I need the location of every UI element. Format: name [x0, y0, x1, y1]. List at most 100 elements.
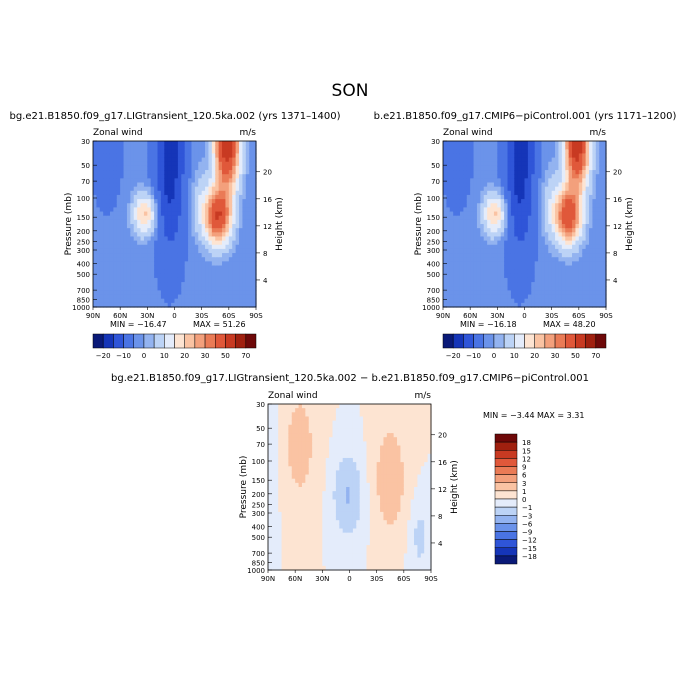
contour-cell — [278, 553, 283, 559]
contour-cell — [167, 261, 172, 267]
contour-cell — [278, 470, 283, 476]
contour-cell — [544, 294, 549, 300]
contour-cell — [252, 165, 257, 171]
contour-cell — [174, 277, 179, 283]
contour-cell — [544, 153, 549, 159]
contour-cell — [235, 265, 240, 271]
contour-cell — [521, 253, 526, 258]
contour-cell — [342, 474, 347, 480]
contour-cell — [551, 273, 556, 279]
contour-cell — [318, 536, 323, 542]
contour-cell — [222, 224, 227, 229]
contour-cell — [517, 298, 522, 304]
contour-cell — [453, 211, 458, 217]
contour-cell — [109, 194, 114, 200]
contour-cell — [191, 215, 196, 221]
contour-cell — [103, 224, 108, 229]
contour-cell — [443, 141, 447, 146]
contour-cell — [534, 182, 539, 188]
contour-cell — [548, 178, 553, 184]
contour-cell — [595, 157, 600, 163]
contour-cell — [349, 404, 354, 409]
contour-cell — [346, 507, 351, 513]
contour-cell — [201, 257, 206, 262]
contour-cell — [116, 282, 121, 287]
contour-cell — [476, 170, 481, 175]
contour-cell — [133, 253, 138, 258]
contour-cell — [517, 261, 522, 267]
contour-cell — [157, 261, 162, 267]
contour-cell — [466, 253, 471, 258]
contour-cell — [123, 190, 128, 196]
contour-cell — [242, 165, 247, 171]
contour-cell — [130, 228, 135, 233]
contour-cell — [228, 165, 233, 171]
contour-cell — [463, 273, 468, 279]
contour-cell — [167, 153, 172, 159]
contour-cell — [291, 545, 296, 550]
contour-cell — [456, 228, 461, 233]
contour-cell — [249, 157, 254, 163]
contour-cell — [242, 157, 247, 163]
contour-cell — [521, 224, 526, 229]
contour-cell — [534, 149, 539, 155]
contour-cell — [504, 165, 509, 171]
contour-cell — [335, 474, 340, 480]
contour-cell — [116, 215, 121, 221]
x-tick-label: 0 — [172, 312, 176, 320]
contour-cell — [443, 194, 447, 200]
contour-cell — [249, 165, 254, 171]
contour-cell — [585, 199, 590, 204]
contour-cell — [466, 215, 471, 221]
contour-cell — [140, 145, 145, 150]
contour-cell — [232, 253, 237, 258]
contour-cell — [252, 161, 257, 167]
contour-cell — [504, 253, 509, 258]
contour-cell — [295, 457, 300, 463]
contour-cell — [288, 408, 293, 413]
contour-cell — [493, 211, 498, 217]
contour-cell — [252, 240, 257, 246]
contour-cell — [480, 219, 485, 225]
contour-cell — [235, 161, 240, 167]
contour-cell — [245, 294, 250, 300]
contour-cell — [174, 269, 179, 275]
contour-cell — [572, 194, 577, 200]
contour-cell — [93, 273, 97, 279]
contour-cell — [446, 178, 451, 184]
contour-cell — [201, 298, 206, 304]
contour-cell — [150, 165, 155, 171]
contour-cell — [572, 236, 577, 242]
contour-cell — [218, 236, 223, 242]
contour-cell — [585, 294, 590, 300]
contour-cell — [480, 157, 485, 163]
contour-cell — [211, 207, 216, 213]
contour-cell — [201, 269, 206, 275]
contour-cell — [239, 141, 244, 146]
contour-cell — [555, 298, 560, 304]
contour-cell — [510, 182, 515, 188]
contour-cell — [305, 433, 310, 438]
contour-cell — [544, 161, 549, 167]
contour-cell — [288, 466, 293, 471]
contour-cell — [493, 244, 498, 250]
contour-cell — [188, 174, 193, 179]
contour-cell — [339, 453, 344, 459]
contour-cell — [548, 244, 553, 250]
contour-cell — [315, 466, 320, 471]
colorbar-label: 10 — [510, 352, 519, 360]
contour-cell — [555, 253, 560, 258]
contour-cell — [164, 157, 169, 163]
contour-cell — [453, 277, 458, 283]
contour-cell — [305, 528, 310, 534]
contour-cell — [215, 244, 220, 250]
contour-cell — [551, 165, 556, 171]
contour-cell — [514, 141, 519, 146]
contour-cell — [96, 236, 101, 242]
contour-cell — [538, 290, 543, 296]
contour-cell — [592, 178, 597, 184]
contour-cell — [93, 290, 97, 296]
contour-cell — [578, 157, 583, 163]
contour-cell — [242, 194, 247, 200]
contour-cell — [565, 219, 570, 225]
